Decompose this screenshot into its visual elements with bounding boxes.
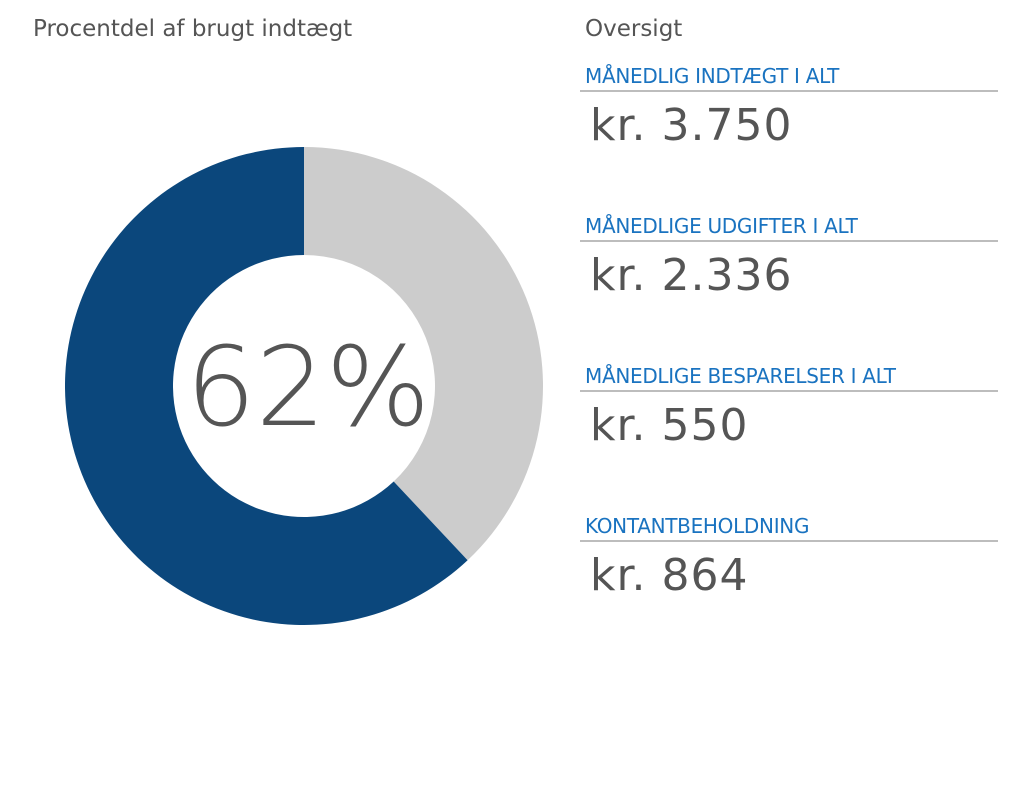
overview-label: MÅNEDLIG INDTÆGT I ALT: [580, 62, 998, 92]
overview-value: kr. 2.336: [590, 250, 793, 301]
overview-item-cash: KONTANTBEHOLDNING kr. 864: [580, 512, 998, 604]
overview-label: KONTANTBEHOLDNING: [580, 512, 998, 542]
overview-value: kr. 550: [590, 400, 749, 451]
donut-slice-brugt: [64, 147, 468, 625]
overview-title: Oversigt: [585, 16, 683, 42]
overview-item-income: MÅNEDLIG INDTÆGT I ALT kr. 3.750: [580, 62, 998, 154]
donut-slice-resterende: [304, 147, 543, 561]
chart-title: Procentdel af brugt indtægt: [33, 16, 353, 42]
overview-item-expenses: MÅNEDLIGE UDGIFTER I ALT kr. 2.336: [580, 212, 998, 304]
overview-value: kr. 864: [590, 550, 749, 601]
overview-label: MÅNEDLIGE BESPARELSER I ALT: [580, 362, 998, 392]
donut-chart: 62%: [64, 147, 543, 625]
overview-item-savings: MÅNEDLIGE BESPARELSER I ALT kr. 550: [580, 362, 998, 454]
overview-label: MÅNEDLIGE UDGIFTER I ALT: [580, 212, 998, 242]
center-percent-label: 62%: [186, 323, 431, 451]
overview-value: kr. 3.750: [590, 100, 793, 151]
